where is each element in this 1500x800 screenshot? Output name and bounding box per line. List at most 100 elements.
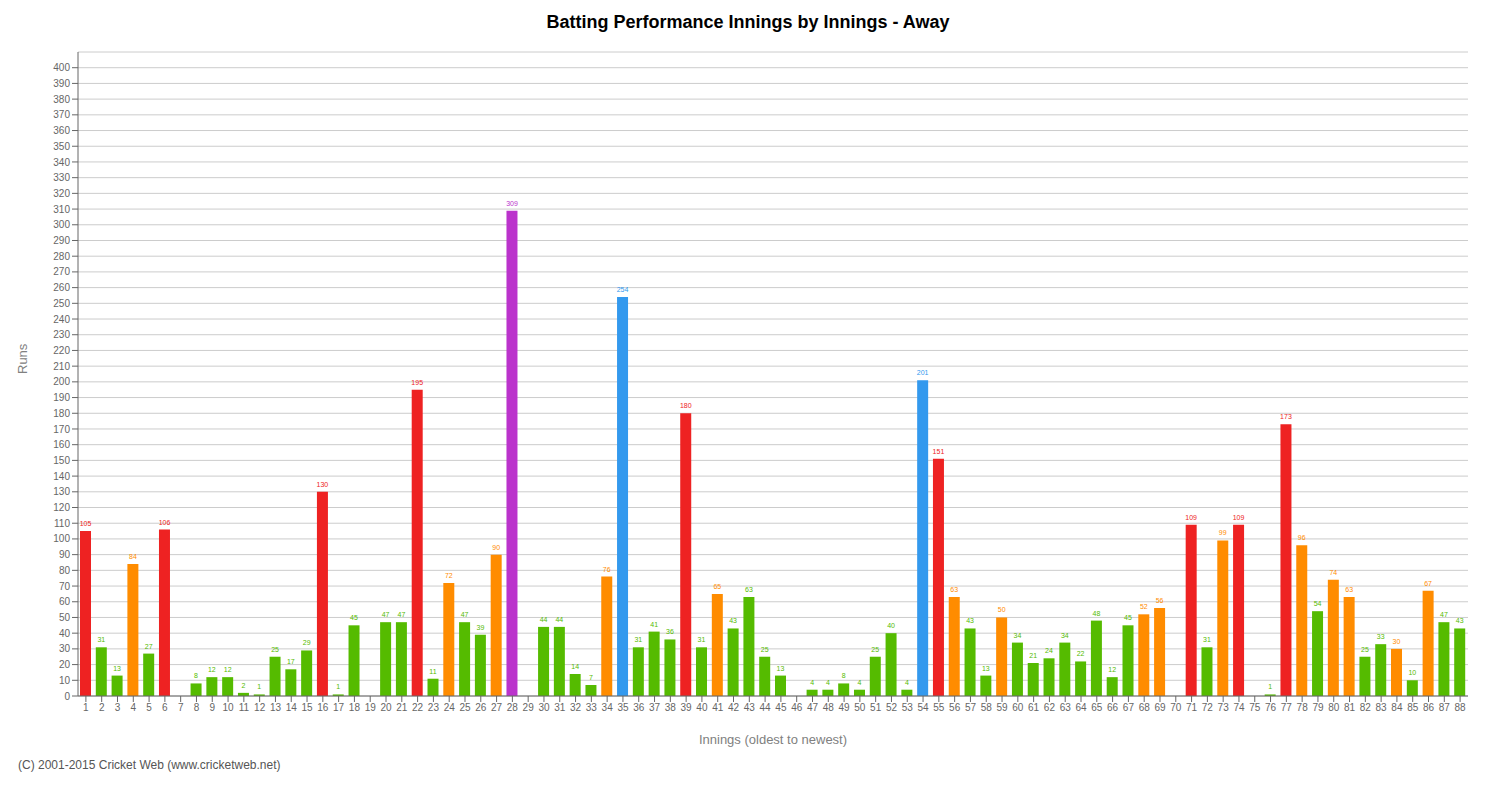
svg-text:30: 30 [1393, 638, 1401, 645]
svg-text:37: 37 [649, 702, 661, 713]
svg-text:80: 80 [59, 565, 71, 576]
svg-text:63: 63 [1345, 586, 1353, 593]
svg-text:72: 72 [1202, 702, 1214, 713]
svg-text:310: 310 [53, 204, 70, 215]
svg-text:106: 106 [159, 519, 171, 526]
svg-text:31: 31 [634, 636, 642, 643]
svg-text:22: 22 [412, 702, 424, 713]
svg-text:5: 5 [146, 702, 152, 713]
svg-text:25: 25 [1361, 646, 1369, 653]
svg-text:21: 21 [1029, 652, 1037, 659]
svg-text:28: 28 [507, 702, 519, 713]
svg-text:99: 99 [1219, 529, 1227, 536]
svg-text:56: 56 [1156, 597, 1164, 604]
svg-text:78: 78 [1297, 702, 1309, 713]
svg-text:77: 77 [1281, 702, 1293, 713]
svg-text:34: 34 [1014, 632, 1022, 639]
svg-text:17: 17 [333, 702, 345, 713]
svg-text:50: 50 [998, 606, 1006, 613]
svg-text:44: 44 [760, 702, 772, 713]
svg-text:4: 4 [131, 702, 137, 713]
svg-text:38: 38 [665, 702, 677, 713]
svg-text:1: 1 [1268, 683, 1272, 690]
svg-text:40: 40 [59, 628, 71, 639]
svg-text:4: 4 [905, 679, 909, 686]
svg-text:49: 49 [839, 702, 851, 713]
svg-text:36: 36 [633, 702, 645, 713]
svg-text:Runs: Runs [15, 343, 30, 374]
svg-text:2: 2 [99, 702, 105, 713]
svg-text:10: 10 [1408, 669, 1416, 676]
svg-text:66: 66 [1107, 702, 1119, 713]
svg-text:24: 24 [1045, 647, 1053, 654]
svg-text:340: 340 [53, 157, 70, 168]
svg-text:33: 33 [1377, 633, 1385, 640]
svg-text:Innings (oldest to newest): Innings (oldest to newest) [699, 732, 847, 747]
svg-text:2: 2 [242, 682, 246, 689]
svg-text:1: 1 [257, 683, 261, 690]
svg-text:48: 48 [1093, 610, 1101, 617]
svg-text:36: 36 [666, 628, 674, 635]
svg-text:51: 51 [870, 702, 882, 713]
svg-text:41: 41 [712, 702, 724, 713]
svg-text:11: 11 [239, 702, 250, 713]
svg-text:25: 25 [761, 646, 769, 653]
svg-text:84: 84 [129, 553, 137, 560]
svg-text:47: 47 [398, 611, 406, 618]
svg-text:130: 130 [317, 481, 329, 488]
svg-text:254: 254 [617, 286, 629, 293]
svg-text:61: 61 [1028, 702, 1040, 713]
svg-text:330: 330 [53, 172, 70, 183]
svg-text:18: 18 [349, 702, 361, 713]
svg-text:140: 140 [53, 471, 70, 482]
svg-text:44: 44 [540, 616, 548, 623]
svg-text:53: 53 [902, 702, 914, 713]
svg-text:309: 309 [506, 200, 518, 207]
svg-text:12: 12 [1108, 666, 1116, 673]
svg-text:47: 47 [461, 611, 469, 618]
svg-text:82: 82 [1360, 702, 1372, 713]
svg-text:31: 31 [1203, 636, 1211, 643]
svg-text:14: 14 [286, 702, 298, 713]
svg-text:1: 1 [83, 702, 89, 713]
svg-text:16: 16 [317, 702, 329, 713]
svg-text:43: 43 [744, 702, 756, 713]
svg-text:62: 62 [1044, 702, 1056, 713]
svg-text:73: 73 [1218, 702, 1230, 713]
svg-text:210: 210 [53, 361, 70, 372]
svg-text:63: 63 [950, 586, 958, 593]
svg-text:109: 109 [1233, 514, 1245, 521]
svg-text:250: 250 [53, 298, 70, 309]
svg-text:8: 8 [194, 672, 198, 679]
svg-text:6: 6 [162, 702, 168, 713]
svg-text:42: 42 [728, 702, 740, 713]
svg-text:45: 45 [775, 702, 787, 713]
svg-text:100: 100 [53, 533, 70, 544]
svg-text:70: 70 [1170, 702, 1182, 713]
svg-text:20: 20 [380, 702, 392, 713]
svg-text:45: 45 [350, 614, 358, 621]
svg-text:27: 27 [145, 643, 153, 650]
svg-text:9: 9 [209, 702, 215, 713]
svg-text:320: 320 [53, 188, 70, 199]
svg-text:4: 4 [858, 679, 862, 686]
svg-text:4: 4 [810, 679, 814, 686]
svg-text:280: 280 [53, 251, 70, 262]
svg-text:72: 72 [445, 572, 453, 579]
svg-text:25: 25 [271, 646, 279, 653]
svg-text:10: 10 [59, 675, 71, 686]
svg-text:83: 83 [1376, 702, 1388, 713]
svg-text:34: 34 [1061, 632, 1069, 639]
svg-text:90: 90 [59, 549, 71, 560]
svg-text:0: 0 [64, 691, 70, 702]
svg-text:170: 170 [53, 424, 70, 435]
svg-text:17: 17 [287, 658, 295, 665]
svg-text:173: 173 [1280, 413, 1292, 420]
svg-text:45: 45 [1124, 614, 1132, 621]
svg-text:27: 27 [491, 702, 503, 713]
svg-text:260: 260 [53, 282, 70, 293]
svg-text:13: 13 [113, 665, 121, 672]
svg-text:64: 64 [1075, 702, 1087, 713]
svg-text:180: 180 [680, 402, 692, 409]
svg-text:85: 85 [1407, 702, 1419, 713]
